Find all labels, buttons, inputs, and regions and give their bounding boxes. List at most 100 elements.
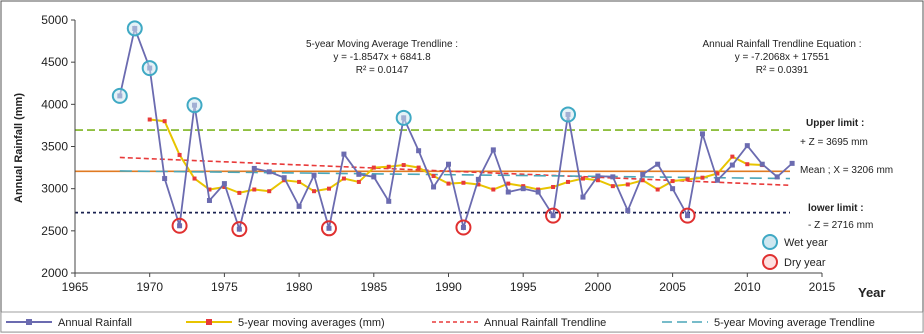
y-ticks: 2000 2500 3000 3500 4000 4500 5000	[41, 13, 75, 280]
x-tick-label: 1985	[360, 280, 387, 294]
moving-average-point	[461, 180, 466, 185]
dry-year-marker	[545, 207, 562, 224]
ar-trend-r2: R² = 0.0391	[756, 65, 809, 76]
annual-rainfall-point	[640, 171, 646, 177]
y-tick-label: 5000	[41, 13, 68, 27]
moving-average-point	[207, 187, 212, 192]
legend-item-moving-averages: 5-year moving averages (mm)	[186, 317, 385, 329]
moving-average-point	[446, 181, 451, 186]
moving-average-point	[237, 190, 242, 195]
x-tick-label: 2000	[585, 280, 612, 294]
annual-rainfall-point	[311, 172, 317, 178]
annual-rainfall-point	[266, 169, 272, 175]
ma-trend-title: 5-year Moving Average Trendline :	[306, 39, 458, 50]
moving-average-point	[536, 187, 541, 192]
annual-rainfall-point	[341, 151, 347, 157]
moving-average-point	[476, 182, 481, 187]
wet-year-marker	[560, 106, 577, 123]
x-tick-label: 1970	[136, 280, 163, 294]
annual-rainfall-point	[505, 189, 511, 195]
annual-rainfall-point	[595, 173, 601, 179]
annual-rainfall-point	[625, 208, 631, 214]
x-tick-label: 1965	[62, 280, 89, 294]
moving-average-series	[147, 117, 765, 195]
wet-year-marker	[126, 20, 143, 37]
moving-average-point	[371, 165, 376, 170]
annual-rainfall-point	[431, 184, 437, 190]
moving-average-point	[282, 178, 287, 183]
legend-item-ma-trendline: 5-year Moving average Trendline	[662, 317, 875, 329]
y-axis-label: Annual Rainfall (mm)	[13, 93, 25, 203]
upper-limit-value: + Z = 3695 mm	[800, 137, 868, 148]
x-axis-label: Year	[858, 285, 885, 300]
annual-rainfall-point	[610, 174, 616, 180]
x-tick-label: 1980	[286, 280, 313, 294]
dry-year-marker	[455, 219, 472, 236]
ma-trend-r2: R² = 0.0147	[356, 65, 409, 76]
y-tick-label: 2000	[41, 266, 68, 280]
legend-label-ar-trendline: Annual Rainfall Trendline	[484, 317, 606, 329]
annual-rainfall-point	[475, 176, 481, 182]
moving-average-line	[149, 118, 763, 194]
y-tick-label: 4500	[41, 55, 68, 69]
moving-average-point	[655, 187, 660, 192]
x-tick-label: 2010	[734, 280, 761, 294]
moving-average-point	[356, 179, 361, 184]
ar-trend-equation: y = -7.2068x + 17551	[735, 52, 830, 63]
moving-average-point	[715, 171, 720, 176]
annual-rainfall-point	[416, 148, 422, 154]
annual-rainfall-point	[296, 203, 302, 209]
wet-year-marker	[395, 109, 412, 126]
legend-item-annual-rainfall: Annual Rainfall	[6, 317, 132, 329]
lower-limit-title: lower limit :	[808, 203, 864, 214]
moving-average-point	[610, 184, 615, 189]
dry-year-marker	[171, 217, 188, 234]
dry-year-marker	[320, 220, 337, 237]
annual-rainfall-point	[177, 223, 183, 229]
moving-average-point	[506, 181, 511, 186]
moving-average-point	[521, 184, 526, 189]
moving-average-point	[745, 162, 750, 167]
mean-label: Mean ; X = 3206 mm	[800, 165, 893, 176]
annual-rainfall-point	[759, 161, 765, 167]
moving-average-point	[222, 184, 227, 189]
x-tick-label: 2015	[809, 280, 836, 294]
annual-rainfall-point	[789, 160, 795, 166]
moving-average-point	[595, 178, 600, 183]
legend-label-annual-rainfall: Annual Rainfall	[58, 317, 132, 329]
ma-trend-equation: y = -1.8547x + 6841.8	[333, 52, 431, 63]
wet-year-key-marker	[762, 234, 778, 250]
annual-rainfall-point	[281, 175, 287, 181]
moving-average-point	[312, 189, 317, 194]
annual-rainfall-point	[326, 225, 332, 231]
annual-rainfall-point	[520, 186, 526, 192]
ar-trend-title: Annual Rainfall Trendline Equation :	[703, 39, 862, 50]
moving-average-point	[491, 187, 496, 192]
annual-rainfall-point	[670, 186, 676, 192]
dry-year-key-label: Dry year	[784, 257, 826, 269]
annual-rainfall-point	[236, 226, 242, 232]
moving-average-trendline	[119, 170, 791, 180]
moving-average-point	[147, 117, 152, 122]
annual-rainfall-point	[729, 162, 735, 168]
moving-average-point	[640, 178, 645, 183]
moving-average-point	[386, 164, 391, 169]
wet-year-marker	[186, 97, 203, 114]
annual-rainfall-point	[206, 197, 212, 203]
x-tick-label: 1975	[211, 280, 238, 294]
y-tick-label: 3500	[41, 140, 68, 154]
annual-rainfall-point	[490, 147, 496, 153]
trendlines	[119, 156, 791, 187]
y-tick-label: 3000	[41, 182, 68, 196]
lower-limit-value: - Z = 2716 mm	[808, 220, 873, 231]
moving-average-point	[431, 174, 436, 179]
annual-rainfall-point	[580, 194, 586, 200]
annual-rainfall-point	[251, 165, 257, 171]
annual-rainfall-point	[774, 174, 780, 180]
annual-rainfall-point	[460, 224, 466, 230]
moving-average-point	[551, 184, 556, 189]
moving-average-point	[580, 176, 585, 181]
moving-average-point	[700, 175, 705, 180]
moving-average-point	[162, 119, 167, 124]
annual-rainfall-point	[714, 177, 720, 183]
